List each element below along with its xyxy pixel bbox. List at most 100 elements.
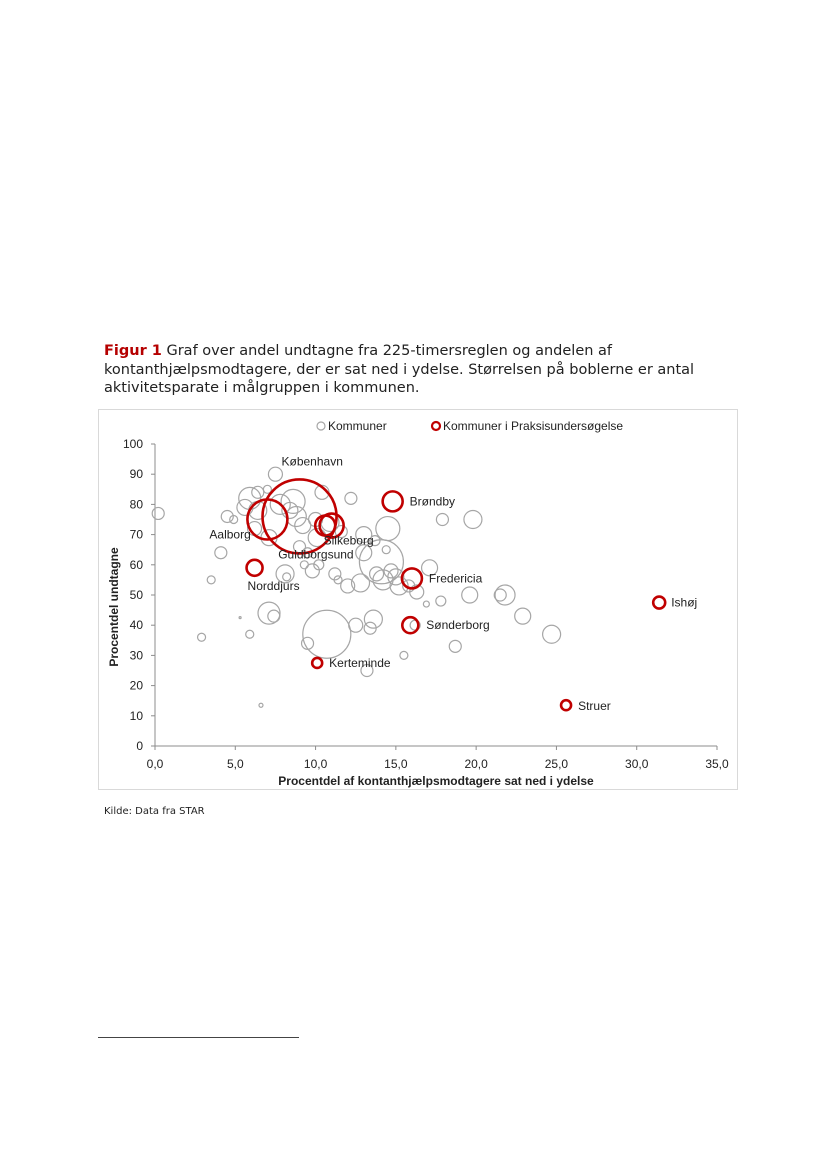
praksis-bubble: [245, 558, 264, 578]
kommune-bubble: [387, 568, 405, 586]
figure-caption-text: Graf over andel undtagne fra 225-timersr…: [104, 343, 695, 396]
praksis-bubble: [400, 567, 424, 590]
kommune-bubble: [448, 639, 462, 653]
x-tick-label: 20,0: [464, 757, 488, 771]
kommune-bubble: [355, 525, 373, 544]
bubble-label: Struer: [578, 699, 611, 713]
praksis-bubble: [246, 498, 289, 541]
kommune-bubble: [461, 586, 479, 604]
bubble-label: Fredericia: [429, 571, 483, 585]
kommune-bubble: [294, 516, 312, 535]
kommune-bubble: [340, 578, 356, 594]
kommune-bubble: [348, 617, 364, 633]
y-tick-label: 30: [130, 648, 144, 662]
x-tick-label: 30,0: [625, 757, 649, 771]
kommune-bubble: [383, 563, 399, 579]
kommune-bubble: [280, 488, 306, 514]
x-tick-label: 25,0: [545, 757, 569, 771]
kommune-bubble: [333, 575, 343, 585]
y-tick-label: 80: [130, 497, 144, 511]
kommune-bubble: [238, 616, 242, 620]
footnote-divider: [98, 1037, 299, 1038]
praksis-bubble: [651, 595, 667, 610]
kommune-bubble: [358, 539, 405, 585]
bubble-label: Silkeborg: [324, 534, 374, 548]
bubble-label: Norddjurs: [248, 579, 300, 593]
kommune-bubble: [267, 609, 281, 623]
kommune-bubble: [302, 609, 352, 659]
kommune-bubble: [229, 514, 239, 525]
kommune-bubble: [389, 576, 409, 596]
kommune-bubble: [220, 509, 234, 524]
kommune-bubble: [206, 575, 216, 585]
kommune-bubble: [334, 524, 348, 539]
praksis-bubble: [318, 512, 345, 539]
y-tick-label: 20: [130, 679, 144, 693]
x-tick-label: 15,0: [384, 757, 408, 771]
kommune-bubble: [420, 559, 439, 577]
kommune-bubble: [363, 609, 383, 629]
bubble-label: Kerteminde: [329, 656, 391, 670]
kommune-bubble: [369, 535, 381, 547]
kommune-bubble: [514, 607, 532, 625]
kommune-bubble: [375, 515, 401, 542]
y-tick-label: 10: [130, 709, 144, 723]
bubble-label: København: [282, 454, 343, 468]
kommune-bubble: [355, 544, 373, 562]
kommune-bubble: [285, 505, 307, 528]
kommune-bubble: [313, 559, 325, 571]
kommune-bubble: [399, 650, 409, 660]
kommune-bubble: [409, 584, 425, 600]
kommune-bubble: [245, 629, 255, 639]
bubble-label: Brøndby: [410, 494, 455, 508]
x-tick-label: 0,0: [147, 757, 164, 771]
figure-caption: Figur 1 Graf over andel undtagne fra 225…: [104, 342, 704, 398]
y-tick-label: 100: [123, 437, 143, 451]
kommune-bubble: [435, 512, 450, 527]
bubble-label: Sønderborg: [426, 618, 489, 632]
kommune-bubble: [151, 506, 165, 521]
bubble-chart: 0 10 20 30 40 50 60 70 80 90 100 0,0 5,0 10,0 15,0 20,0…: [107, 419, 729, 788]
y-tick-label: 70: [130, 528, 144, 542]
legend-label-kommuner: Kommuner: [328, 419, 387, 433]
figure-label: Figur 1: [104, 343, 162, 359]
kommune-bubble: [381, 545, 391, 555]
kommune-bubble: [328, 567, 342, 581]
kommune-bubble: [435, 595, 447, 607]
kommune-bubble: [269, 493, 291, 516]
kommune-bubble: [368, 566, 385, 582]
kommune-bubble: [402, 579, 416, 593]
kommune-bubble: [267, 466, 284, 482]
y-tick-label: 0: [136, 739, 143, 753]
y-tick-label: 40: [130, 618, 144, 632]
kommune-bubble: [275, 564, 295, 584]
kommune-bubble: [493, 588, 507, 602]
praksis-bubble: [261, 478, 338, 555]
y-tick-label: 60: [130, 558, 144, 572]
praksis-bubble: [313, 514, 337, 537]
y-tick-label: 90: [130, 467, 144, 481]
y-tick-label: 50: [130, 588, 144, 602]
kommune-bubble: [542, 624, 562, 644]
praksis-bubble: [310, 656, 324, 670]
y-axis-title: Procentdel undtagne: [107, 547, 121, 667]
kommune-bubble: [350, 573, 371, 593]
chart-area: 0 10 20 30 40 50 60 70 80 90 100 0,0 5,0 10,0 15,0 20,0…: [98, 409, 738, 790]
kommune-bubble: [251, 485, 265, 499]
legend-marker-praksis: [430, 420, 442, 432]
kommune-bubble: [494, 584, 516, 606]
source-note: Kilde: Data fra STAR: [104, 806, 205, 817]
kommune-bubble: [196, 632, 207, 642]
kommune-bubble: [257, 601, 281, 625]
bubble-label: Ishøj: [671, 596, 697, 610]
kommune-bubble: [258, 702, 264, 708]
kommune-bubble: [304, 563, 320, 579]
kommune-bubble: [463, 509, 483, 530]
kommune-bubble: [262, 484, 272, 494]
kommune-bubble: [299, 560, 309, 570]
x-tick-label: 35,0: [705, 757, 729, 771]
legend-marker-kommuner: [316, 421, 326, 431]
x-axis-title: Procentdel af kontanthjælpsmodtagere sat…: [278, 774, 594, 788]
kommune-bubble: [422, 600, 430, 608]
kommune-bubble: [344, 491, 358, 505]
